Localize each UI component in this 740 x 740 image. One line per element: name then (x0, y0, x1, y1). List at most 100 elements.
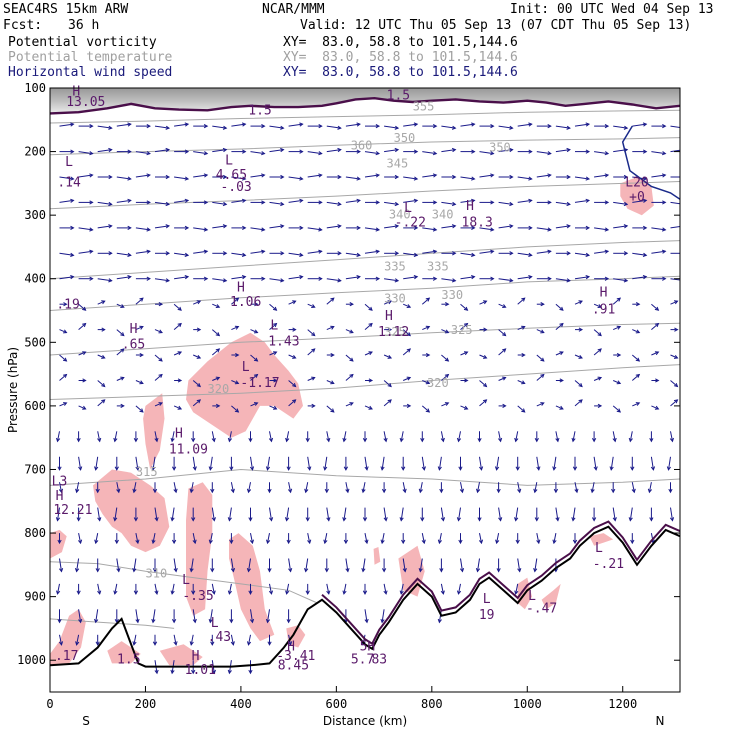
plot-frame (49, 87, 681, 693)
wind-vector (670, 354, 679, 359)
high-pv-region (541, 583, 561, 610)
wind-vector (132, 482, 137, 494)
wind-vector (326, 431, 331, 443)
isentrope-label: 310 (146, 567, 168, 581)
pv-extremum-label: 1.5 (387, 88, 410, 103)
wind-vector (475, 558, 481, 573)
wind-vector (460, 322, 469, 330)
field-name-theta: Potential temperature (8, 50, 173, 65)
wind-vector (365, 276, 381, 281)
wind-vector (536, 151, 552, 156)
wind-vector (594, 173, 610, 178)
wind-vector (324, 482, 329, 494)
high-pv-region (159, 644, 203, 666)
wind-vector (155, 174, 171, 180)
wind-vector (266, 533, 271, 545)
wind-vector (116, 275, 132, 280)
wind-vector (460, 252, 476, 257)
wind-vector (575, 149, 591, 154)
wind-vector (152, 558, 158, 573)
wind-vector (231, 176, 247, 181)
pv-extremum-label: 1.5 (248, 104, 271, 119)
wind-vector (211, 583, 216, 595)
wind-vector (440, 583, 445, 595)
wind-vector (189, 634, 194, 646)
wind-vector (402, 348, 412, 356)
wind-vector (307, 173, 323, 178)
pv-extremum-label: L3 (52, 474, 68, 489)
wind-vector (212, 278, 228, 283)
y-tick-label: 600 (24, 399, 46, 413)
wind-vector (116, 149, 132, 154)
wind-vector (498, 431, 503, 443)
wind-vector (380, 609, 385, 624)
wind-vector (192, 609, 197, 624)
wind-vector (365, 200, 381, 205)
wind-vector (572, 533, 578, 545)
wind-vector (250, 173, 266, 178)
wind-vector (211, 431, 216, 443)
wind-vector (288, 354, 297, 359)
wind-vector (593, 456, 598, 471)
wind-vector (248, 431, 253, 443)
wind-vector (441, 174, 457, 180)
wind-vector (173, 482, 178, 494)
wind-vector (422, 151, 438, 156)
wind-vector (246, 482, 252, 494)
wind-vector (212, 174, 228, 180)
high-pv-region (50, 609, 86, 666)
wind-vector (212, 376, 221, 381)
wind-vector (441, 278, 457, 283)
wind-vector (612, 431, 617, 443)
wind-vector (613, 278, 629, 283)
wind-vector (441, 251, 457, 256)
wind-vector (479, 354, 488, 359)
wind-vector (59, 373, 68, 381)
valid-time: Valid: 12 UTC Thu 05 Sep 13 (07 CDT Thu … (300, 18, 692, 33)
wind-vector (478, 533, 484, 545)
wind-vector (345, 402, 354, 407)
wind-vector (78, 227, 94, 232)
pv-extremum-label: 4.65 (216, 168, 247, 183)
wind-vector (269, 405, 278, 410)
wind-vector (555, 251, 571, 256)
wind-vector (384, 125, 400, 130)
wind-vector (154, 354, 163, 362)
wind-vector (574, 176, 591, 181)
wind-vector (422, 380, 431, 385)
pv-extremum-label: L (404, 201, 412, 216)
wind-vector (517, 275, 533, 280)
wind-vector (326, 297, 335, 305)
wind-vector (114, 533, 119, 545)
wind-vector (97, 583, 102, 595)
wind-vector (250, 151, 266, 156)
wind-vector (459, 558, 465, 573)
wind-vector (250, 227, 266, 232)
wind-vector (632, 149, 648, 154)
wind-vector (555, 224, 571, 229)
wind-vector (326, 278, 342, 283)
pv-extremum-label: 1.12 (378, 325, 409, 340)
wind-vector (575, 225, 591, 231)
wind-vector (479, 276, 495, 281)
wind-vector (250, 373, 259, 381)
wind-vector (362, 583, 368, 595)
wind-vector (133, 431, 139, 443)
wind-vector (594, 403, 603, 409)
wind-vector (246, 558, 252, 573)
wind-vector (403, 176, 419, 181)
wind-vector (59, 558, 64, 573)
y-tick-label: 1000 (17, 653, 46, 667)
wind-vector (95, 558, 100, 573)
wind-vector (418, 558, 423, 573)
x-tick-label: 0 (46, 697, 53, 711)
pv-extremum-label: L (528, 589, 536, 604)
wind-vector (533, 558, 538, 573)
wind-vector (78, 124, 94, 129)
wind-vector (498, 303, 507, 308)
pv-extremum-label: 11.09 (169, 443, 208, 458)
wind-vector (555, 507, 560, 522)
pv-low-level-contour (321, 520, 680, 646)
isentrope-label: 330 (384, 291, 406, 305)
pv-extremum-label: L (65, 155, 73, 170)
